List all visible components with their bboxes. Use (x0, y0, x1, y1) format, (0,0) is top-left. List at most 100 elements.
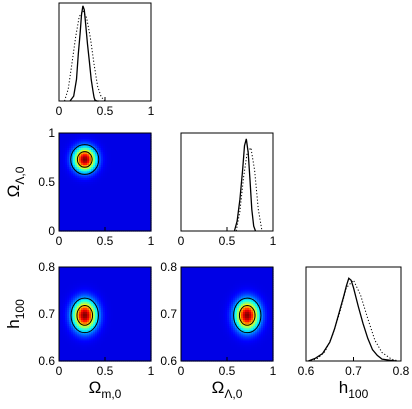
heatmap-cell (115, 184, 118, 187)
heatmap-cell (133, 192, 136, 196)
heatmap-cell (91, 184, 94, 187)
heatmap-cell (63, 137, 66, 140)
heatmap-cell (119, 186, 122, 189)
heatmap-cell (119, 145, 122, 149)
heatmap-cell (75, 182, 78, 185)
heatmap-cell (59, 182, 62, 185)
heatmap-cell (125, 184, 128, 187)
heatmap-cell (59, 160, 62, 164)
heatmap-cell (63, 141, 66, 145)
heatmap-cell (85, 133, 88, 136)
heatmap-cell (131, 169, 134, 172)
heatmap-cell (61, 177, 64, 181)
heatmap-cell (75, 133, 78, 136)
heatmap-cell (69, 143, 72, 147)
heatmap-cell (75, 162, 78, 166)
heatmap-cell (129, 179, 132, 183)
heatmap-cell (59, 171, 62, 175)
heatmap-cell (133, 135, 136, 138)
heatmap-cell (117, 167, 120, 170)
heatmap-cell (147, 137, 150, 140)
heatmap-cell (143, 182, 146, 185)
heatmap-cell (143, 147, 146, 151)
heatmap-cell (81, 158, 84, 162)
heatmap-cell (143, 190, 146, 194)
heatmap-cell (75, 143, 78, 147)
heatmap-cell (81, 147, 84, 151)
panel-1-solid-curve (233, 138, 257, 232)
heatmap-cell (137, 141, 140, 145)
heatmap-cell (79, 162, 82, 166)
heatmap-cell (125, 135, 128, 138)
heatmap-cell (65, 173, 68, 177)
heatmap-cell (101, 139, 104, 143)
heatmap-cell (123, 147, 126, 151)
heatmap-cell (123, 190, 126, 194)
heatmap-cell (123, 156, 126, 160)
heatmap-cell (59, 162, 62, 166)
heatmap-cell (81, 190, 84, 194)
heatmap-cell (81, 145, 84, 149)
heatmap-cell (109, 169, 112, 172)
heatmap-cell (125, 158, 128, 162)
heatmap-cell (131, 137, 134, 140)
heatmap-cell (95, 141, 98, 145)
heatmap-cell (109, 175, 112, 179)
heatmap-cell (93, 188, 96, 192)
heatmap-cell (123, 145, 126, 149)
heatmap-cell (121, 184, 124, 187)
heatmap-cell (135, 143, 138, 147)
heatmap-cell (103, 147, 106, 151)
heatmap-cell (119, 154, 122, 158)
heatmap-cell (93, 186, 96, 189)
panel-4-x-tick-label: 1 (148, 364, 155, 378)
heatmap-cell (97, 190, 100, 194)
heatmap-cell (67, 154, 70, 158)
heatmap-cell (133, 179, 136, 183)
heatmap-cell (85, 135, 88, 138)
heatmap-cell (77, 173, 80, 177)
heatmap-cell (141, 154, 144, 158)
heatmap-cell (77, 137, 80, 140)
heatmap-cell (97, 137, 100, 140)
heatmap-cell (139, 190, 142, 194)
heatmap-cell (139, 186, 142, 189)
heatmap-cell (65, 177, 68, 181)
heatmap-cell (121, 175, 124, 179)
heatmap-cell (73, 162, 76, 166)
heatmap-cell (99, 137, 102, 140)
heatmap-cell (107, 182, 110, 185)
heatmap-cell (99, 139, 102, 143)
heatmap-cell (105, 156, 108, 160)
heatmap-cell (73, 145, 76, 149)
heatmap-cell (145, 173, 148, 177)
heatmap-cell (99, 175, 102, 179)
heatmap-cell (87, 184, 90, 187)
heatmap-cell (63, 162, 66, 166)
heatmap-cell (97, 188, 100, 192)
heatmap-cell (137, 152, 140, 155)
heatmap-cell (107, 133, 110, 136)
heatmap-cell (117, 143, 120, 147)
heatmap-cell (149, 164, 152, 168)
heatmap-cell (117, 139, 120, 143)
heatmap-cell (93, 137, 96, 140)
heatmap-cell (135, 175, 138, 179)
heatmap-cell (69, 150, 72, 153)
heatmap-cell (103, 186, 106, 189)
heatmap-cell (143, 175, 146, 179)
heatmap-cell (77, 147, 80, 151)
heatmap-cell (77, 152, 80, 155)
heatmap-cell (149, 137, 152, 140)
heatmap-cell (133, 150, 136, 153)
heatmap-cell (149, 173, 152, 177)
heatmap-cell (123, 169, 126, 172)
heatmap-cell (59, 141, 62, 145)
heatmap-cell (111, 154, 114, 158)
panel-4-x-tick-label: 0 (56, 364, 63, 378)
heatmap-cell (67, 190, 70, 194)
heatmap-cell (117, 169, 120, 172)
heatmap-cell (93, 171, 96, 175)
heatmap-cell (145, 133, 148, 136)
heatmap-cell (65, 152, 68, 155)
